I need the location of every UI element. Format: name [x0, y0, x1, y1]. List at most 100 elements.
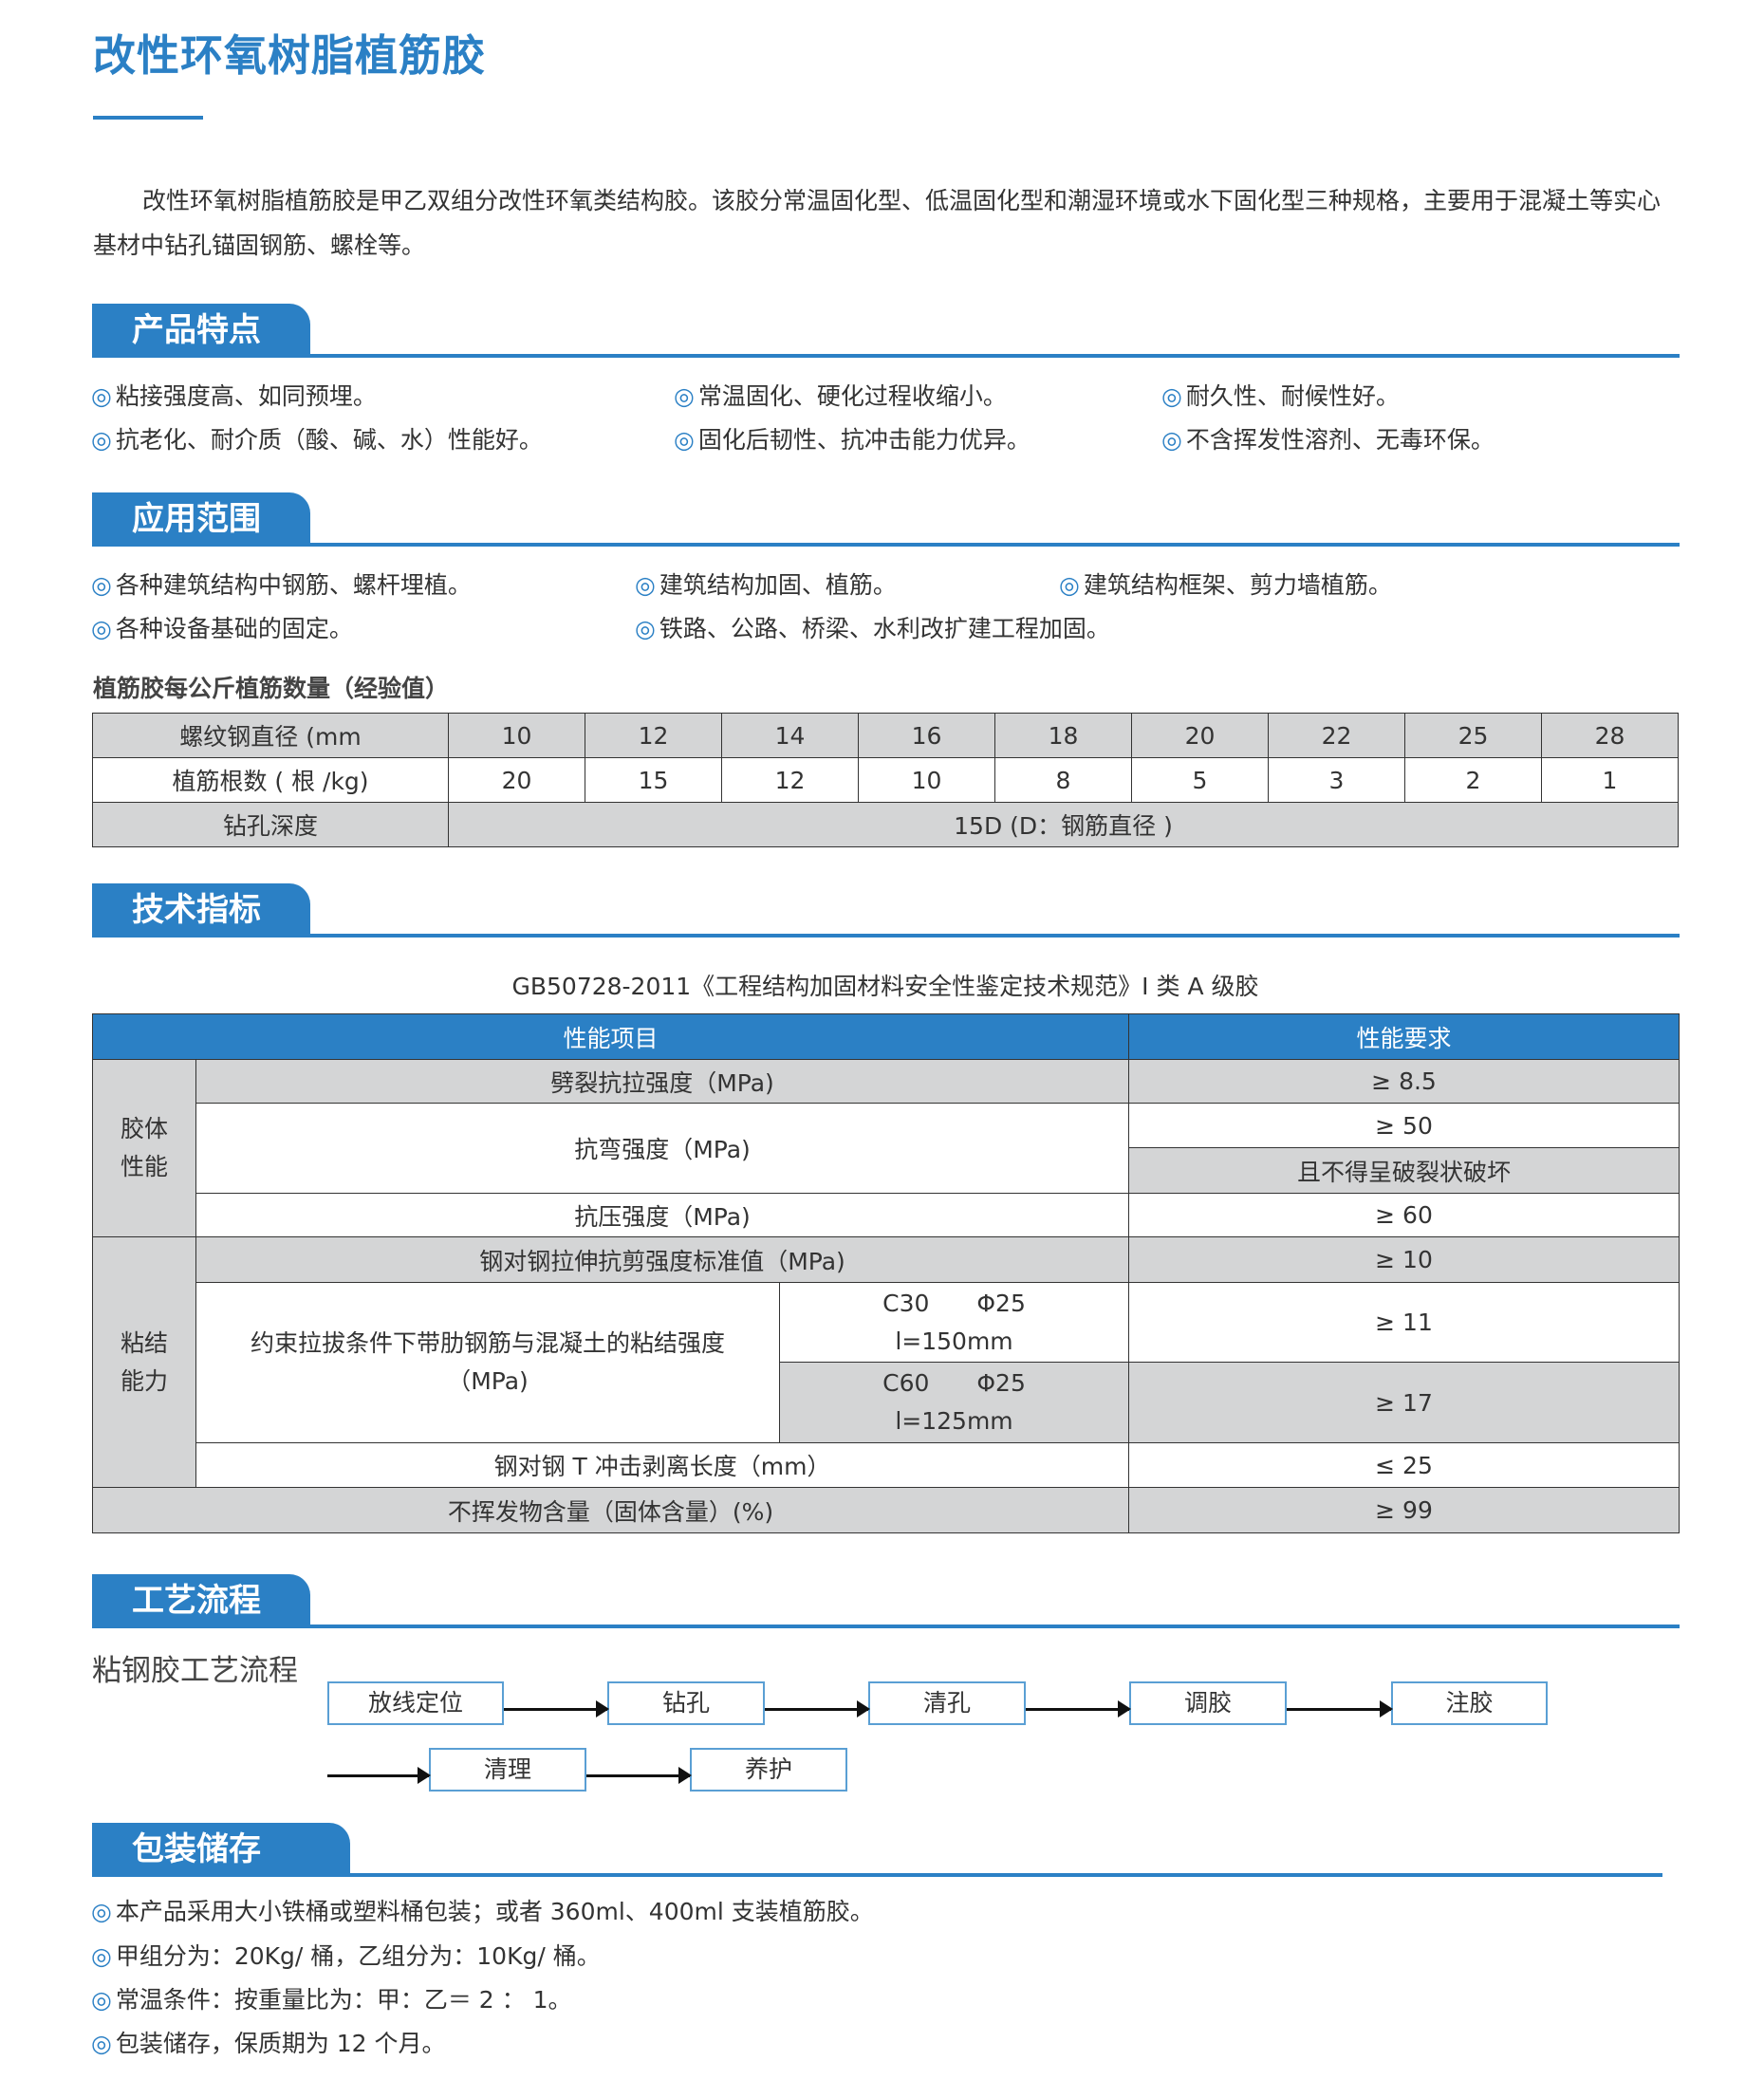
divider: [92, 543, 1680, 547]
bullet-icon: ◎: [91, 1942, 112, 1970]
count-cell: 20: [448, 757, 585, 803]
bullet-icon: ◎: [91, 1986, 112, 2014]
diameter-cell: 20: [1131, 713, 1269, 758]
bullet-icon: ◎: [674, 382, 695, 410]
item: 抗压强度（MPa): [195, 1193, 1129, 1237]
rebar-table: 螺纹钢直径 (mm 10 12 14 16 18 20 22 25 28 植筋根数 ( 根 /kg…: [92, 713, 1679, 847]
tech-table: 性能项目 性能要求 胶体 性能 劈裂抗拉强度（MPa) ≥ 8.5 抗弯强度（MPa)…: [92, 1013, 1680, 1533]
arrow-right-icon: [504, 1700, 609, 1717]
header-item: 性能项目: [92, 1013, 1129, 1060]
diameter-cell: 25: [1404, 713, 1542, 758]
count-cell: 8: [994, 757, 1132, 803]
divider: [92, 1873, 1662, 1877]
section-header-tech: 技术指标: [92, 883, 1680, 938]
diameter-cell: 10: [448, 713, 585, 758]
section-title: 技术指标: [92, 883, 310, 938]
bullet-icon: ◎: [91, 426, 112, 454]
section-header-process: 工艺流程: [92, 1574, 1680, 1628]
divider: [92, 354, 1680, 358]
item: 不挥发物含量（固体含量）(%): [92, 1487, 1129, 1533]
requirement: 且不得呈破裂状破坏: [1128, 1147, 1680, 1194]
arrow-right-icon: [327, 1767, 431, 1784]
bullet-icon: ◎: [1161, 382, 1182, 410]
list-item: ◎ 建筑结构框架、剪力墙植筋。: [1059, 566, 1392, 601]
item-text: 包装储存，保质期为 12 个月。: [115, 2030, 446, 2057]
flow-step: 注胶: [1391, 1681, 1548, 1725]
section-title: 工艺流程: [92, 1574, 310, 1628]
flow-step: 钻孔: [607, 1681, 765, 1725]
requirement: ≥ 8.5: [1128, 1059, 1680, 1104]
section-title: 产品特点: [92, 304, 310, 358]
bullet-icon: ◎: [91, 2030, 112, 2057]
intro-paragraph: 改性环氧树脂植筋胶是甲乙双组分改性环氧类结构胶。该胶分常温固化型、低温固化型和潮…: [93, 187, 1662, 259]
requirement: ≤ 25: [1128, 1442, 1680, 1488]
item-text: 常温条件：按重量比为：甲：乙＝ 2 ： 1。: [115, 1986, 572, 2014]
bullet-icon: ◎: [635, 571, 656, 599]
bullet-icon: ◎: [91, 382, 112, 410]
list-item: ◎ 粘接强度高、如同预埋。: [91, 378, 377, 412]
count-cell: 3: [1268, 757, 1405, 803]
item-text: 各种设备基础的固定。: [115, 615, 353, 642]
bullet-icon: ◎: [1161, 426, 1182, 454]
row-label: 钻孔深度: [92, 802, 449, 847]
page-title: 改性环氧树脂植筋胶: [93, 30, 487, 81]
rebar-table-caption: 植筋胶每公斤植筋数量（经验值）: [93, 675, 450, 702]
section-header-packaging: 包装储存: [92, 1823, 1662, 1877]
requirement: ≥ 99: [1128, 1487, 1680, 1533]
arrow-right-icon: [1026, 1700, 1131, 1717]
list-item: ◎ 不含挥发性溶剂、无毒环保。: [1161, 421, 1495, 455]
section-header-features: 产品特点: [92, 304, 1680, 358]
item: 钢对钢拉伸抗剪强度标准值（MPa): [195, 1236, 1129, 1283]
depth-value: 15D (D：钢筋直径 ): [448, 802, 1679, 847]
item: 抗弯强度（MPa): [195, 1103, 1129, 1194]
header-requirement: 性能要求: [1128, 1013, 1680, 1060]
arrow-right-icon: [1287, 1700, 1393, 1717]
condition: C30 Φ25 l=150mm: [779, 1282, 1129, 1363]
count-cell: 5: [1131, 757, 1269, 803]
flow-step: 清孔: [868, 1681, 1026, 1725]
section-header-applications: 应用范围: [92, 492, 1680, 547]
divider: [92, 934, 1680, 938]
tech-caption: GB50728-2011《工程结构加固材料安全性鉴定技术规范》I 类 A 级胶: [511, 973, 1259, 1000]
condition: C60 Φ25 l=125mm: [779, 1362, 1129, 1443]
bullet-icon: ◎: [91, 615, 112, 642]
row-label: 螺纹钢直径 (mm: [92, 713, 449, 758]
requirement: ≥ 11: [1128, 1282, 1680, 1363]
requirement: ≥ 50: [1128, 1103, 1680, 1148]
item-text: 建筑结构框架、剪力墙植筋。: [1083, 571, 1392, 599]
requirement: ≥ 10: [1128, 1236, 1680, 1283]
section-title: 包装储存: [92, 1823, 350, 1877]
count-cell: 12: [721, 757, 859, 803]
flow-step: 清理: [429, 1748, 586, 1792]
list-item: ◎ 固化后韧性、抗冲击能力优异。: [674, 421, 1031, 455]
list-item: ◎ 铁路、公路、桥梁、水利改扩建工程加固。: [635, 610, 1110, 644]
item: 劈裂抗拉强度（MPa): [195, 1059, 1129, 1104]
list-item: ◎ 抗老化、耐介质（酸、碱、水）性能好。: [91, 421, 543, 455]
diameter-cell: 16: [858, 713, 995, 758]
requirement: ≥ 17: [1128, 1362, 1680, 1443]
list-item: ◎ 本产品采用大小铁桶或塑料桶包装；或者 360ml、400ml 支装植筋胶。: [91, 1893, 874, 1927]
bullet-icon: ◎: [91, 571, 112, 599]
group-label: 胶体 性能: [92, 1059, 196, 1237]
diameter-cell: 14: [721, 713, 859, 758]
bullet-icon: ◎: [635, 615, 656, 642]
title-underline: [93, 116, 203, 120]
count-cell: 10: [858, 757, 995, 803]
process-subtitle: 粘钢胶工艺流程: [92, 1654, 298, 1688]
item-text: 耐久性、耐候性好。: [1185, 382, 1400, 410]
flow-step: 调胶: [1129, 1681, 1287, 1725]
list-item: ◎ 建筑结构加固、植筋。: [635, 566, 897, 601]
item: 约束拉拔条件下带肋钢筋与混凝土的粘结强度（MPa): [195, 1282, 780, 1443]
diameter-cell: 22: [1268, 713, 1405, 758]
list-item: ◎ 各种建筑结构中钢筋、螺杆埋植。: [91, 566, 472, 601]
bullet-icon: ◎: [91, 1898, 112, 1925]
list-item: ◎ 各种设备基础的固定。: [91, 610, 353, 644]
arrow-right-icon: [765, 1700, 870, 1717]
arrow-right-icon: [586, 1767, 692, 1784]
list-item: ◎ 甲组分为：20Kg/ 桶，乙组分为：10Kg/ 桶。: [91, 1938, 601, 1972]
item-text: 粘接强度高、如同预埋。: [115, 382, 377, 410]
item-text: 常温固化、硬化过程收缩小。: [697, 382, 1007, 410]
item-text: 固化后韧性、抗冲击能力优异。: [697, 426, 1031, 454]
requirement: ≥ 60: [1128, 1193, 1680, 1237]
item-text: 各种建筑结构中钢筋、螺杆埋植。: [115, 571, 472, 599]
